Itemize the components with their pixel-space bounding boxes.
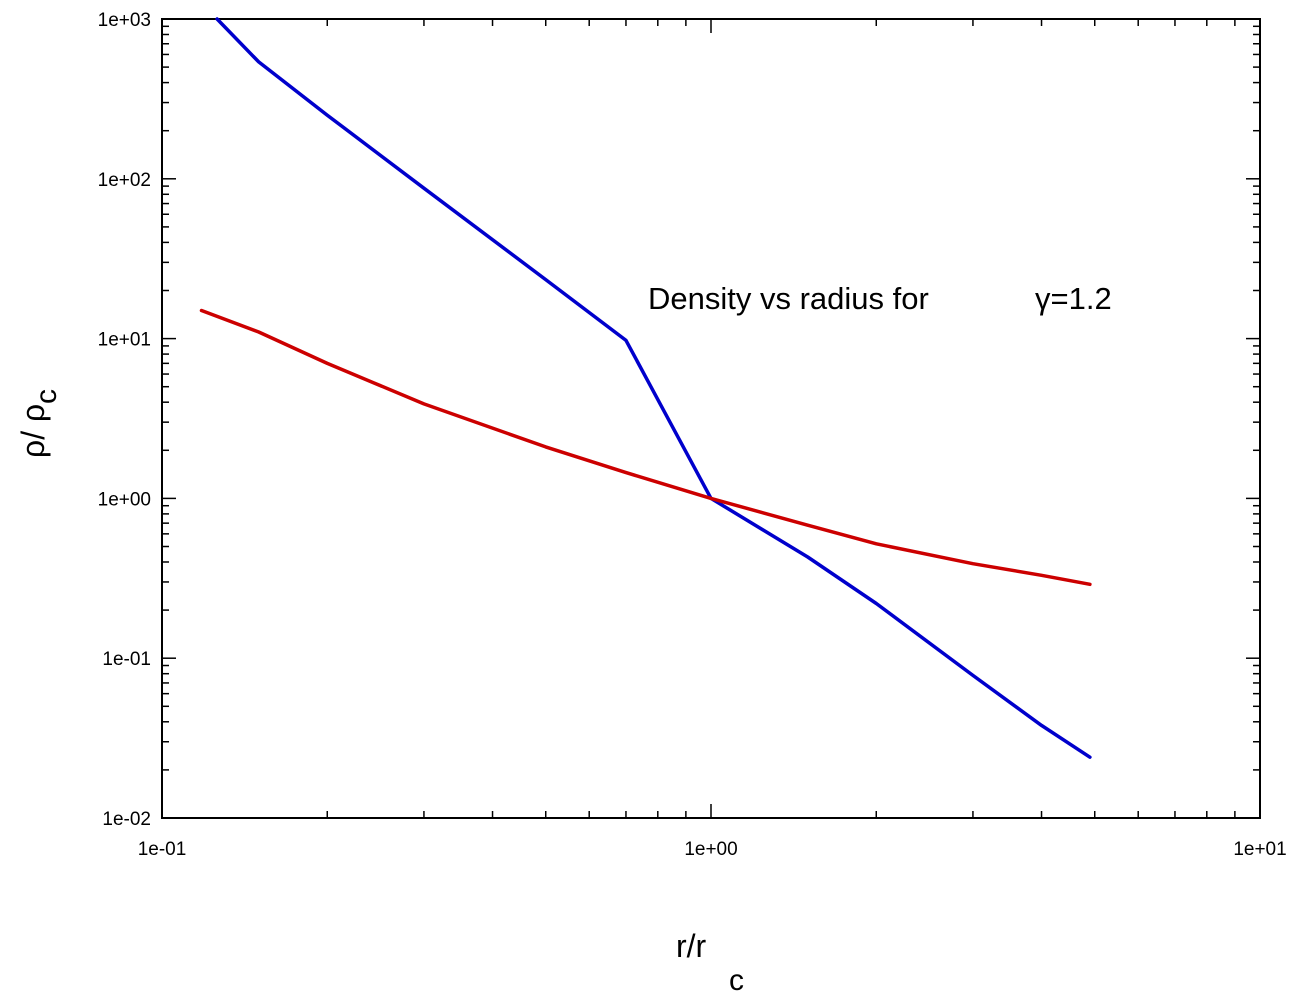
y-axis-title-subscript: c xyxy=(30,389,63,404)
y-tick-label: 1e-02 xyxy=(102,809,151,830)
series-line-1 xyxy=(215,17,1092,759)
y-tick-label: 1e+02 xyxy=(98,170,151,191)
series-line-2 xyxy=(199,308,1092,587)
x-tick-label: 1e-01 xyxy=(138,839,187,860)
x-axis-title-subscript: c xyxy=(729,964,744,997)
y-tick-label: 1e+00 xyxy=(98,489,151,510)
x-axis-title: r/r xyxy=(676,928,707,964)
annotation-text: Density vs radius for xyxy=(648,281,929,316)
x-tick-label: 1e+00 xyxy=(684,839,737,860)
series-layer xyxy=(199,17,1092,759)
plot-frame xyxy=(161,18,1261,819)
y-tick-label: 1e+03 xyxy=(98,10,151,31)
y-axis-title: ρ/ ρ xyxy=(15,404,51,458)
annotation-symbol: γ=1.2 xyxy=(1035,281,1112,316)
x-tick-label: 1e+01 xyxy=(1233,839,1286,860)
tick-marks xyxy=(161,19,1261,819)
y-tick-label: 1e-01 xyxy=(102,649,151,670)
tick-labels: 1e-01 1e+00 1e+01 1e-02 1e-01 1e+00 1e+01 1e+02… xyxy=(98,10,1287,860)
y-tick-label: 1e+01 xyxy=(98,330,151,351)
